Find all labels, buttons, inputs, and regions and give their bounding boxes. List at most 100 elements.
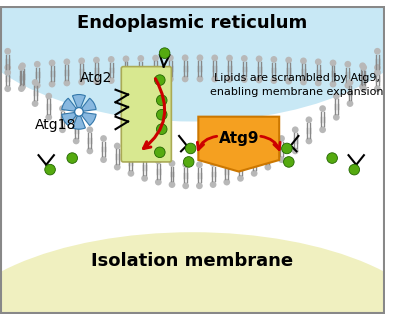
Circle shape xyxy=(237,175,244,182)
Circle shape xyxy=(128,149,134,156)
Circle shape xyxy=(93,57,100,63)
Circle shape xyxy=(75,108,83,116)
Circle shape xyxy=(100,135,107,142)
Circle shape xyxy=(18,64,25,71)
Circle shape xyxy=(344,61,351,68)
Circle shape xyxy=(333,93,340,100)
Circle shape xyxy=(19,84,26,90)
Wedge shape xyxy=(72,112,86,129)
Circle shape xyxy=(167,54,174,61)
Circle shape xyxy=(256,55,262,62)
Circle shape xyxy=(49,60,56,66)
Circle shape xyxy=(256,77,262,84)
Circle shape xyxy=(278,156,285,163)
Circle shape xyxy=(359,62,366,69)
Circle shape xyxy=(152,76,159,83)
Circle shape xyxy=(59,126,66,133)
Circle shape xyxy=(264,164,271,171)
Circle shape xyxy=(152,55,159,61)
Circle shape xyxy=(284,156,294,167)
Circle shape xyxy=(46,93,52,100)
Circle shape xyxy=(46,114,52,121)
Circle shape xyxy=(224,179,230,186)
Text: Atg18: Atg18 xyxy=(35,118,76,132)
Wedge shape xyxy=(72,94,86,112)
Circle shape xyxy=(64,59,70,65)
Circle shape xyxy=(108,56,114,63)
Circle shape xyxy=(154,75,165,85)
Circle shape xyxy=(224,157,230,164)
Circle shape xyxy=(156,109,167,120)
Circle shape xyxy=(45,164,55,175)
FancyBboxPatch shape xyxy=(121,67,171,162)
Circle shape xyxy=(374,64,381,71)
Circle shape xyxy=(19,62,26,69)
Circle shape xyxy=(100,156,107,163)
Circle shape xyxy=(251,149,258,156)
Circle shape xyxy=(138,55,144,62)
Circle shape xyxy=(4,64,11,71)
Circle shape xyxy=(4,48,11,55)
Circle shape xyxy=(211,54,218,61)
Circle shape xyxy=(374,48,381,55)
Circle shape xyxy=(73,138,80,144)
Circle shape xyxy=(114,143,121,149)
Circle shape xyxy=(292,148,299,154)
Circle shape xyxy=(182,54,188,61)
Circle shape xyxy=(211,76,218,83)
Circle shape xyxy=(73,116,80,123)
Circle shape xyxy=(154,147,165,157)
Circle shape xyxy=(156,95,167,106)
Circle shape xyxy=(349,164,360,175)
Circle shape xyxy=(196,76,203,82)
Circle shape xyxy=(4,69,11,76)
Circle shape xyxy=(344,82,351,89)
Circle shape xyxy=(78,79,85,85)
Circle shape xyxy=(169,181,175,188)
Circle shape xyxy=(210,160,216,167)
Circle shape xyxy=(167,76,174,83)
Text: Endoplasmic reticulum: Endoplasmic reticulum xyxy=(78,14,308,32)
Ellipse shape xyxy=(0,0,400,122)
Circle shape xyxy=(128,170,134,177)
Text: Isolation membrane: Isolation membrane xyxy=(92,252,294,270)
Circle shape xyxy=(185,143,196,154)
Circle shape xyxy=(282,143,292,154)
Ellipse shape xyxy=(0,232,400,320)
Circle shape xyxy=(300,58,307,64)
Circle shape xyxy=(49,81,56,87)
Circle shape xyxy=(34,82,41,89)
Circle shape xyxy=(156,124,167,134)
Circle shape xyxy=(182,76,188,82)
Circle shape xyxy=(330,60,336,66)
Circle shape xyxy=(196,161,203,168)
Circle shape xyxy=(306,116,312,123)
Circle shape xyxy=(182,161,189,168)
Circle shape xyxy=(226,76,233,83)
Circle shape xyxy=(330,81,336,87)
Circle shape xyxy=(159,48,170,59)
Circle shape xyxy=(183,156,194,167)
Circle shape xyxy=(123,77,129,84)
Circle shape xyxy=(359,84,366,90)
Circle shape xyxy=(123,55,129,62)
Circle shape xyxy=(306,138,312,144)
Circle shape xyxy=(141,154,148,161)
Circle shape xyxy=(237,154,244,161)
Circle shape xyxy=(270,56,277,63)
Circle shape xyxy=(315,59,322,65)
Circle shape xyxy=(169,160,175,167)
Circle shape xyxy=(32,79,38,86)
Circle shape xyxy=(241,55,248,62)
Circle shape xyxy=(210,181,216,188)
Circle shape xyxy=(285,57,292,63)
Circle shape xyxy=(270,77,277,84)
Circle shape xyxy=(4,85,11,92)
Circle shape xyxy=(292,126,299,133)
Text: Atg2: Atg2 xyxy=(80,71,112,85)
Circle shape xyxy=(226,55,233,61)
Circle shape xyxy=(315,80,322,86)
Circle shape xyxy=(360,85,367,92)
Circle shape xyxy=(319,126,326,133)
Wedge shape xyxy=(62,112,79,125)
